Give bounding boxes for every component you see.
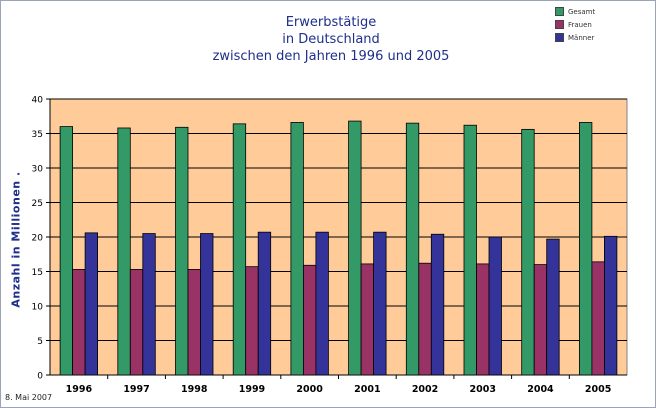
y-tick-label-40: 40 <box>32 96 44 106</box>
x-tick-label-2001: 2001 <box>354 384 380 395</box>
y-tick-label-35: 35 <box>32 130 43 140</box>
bar-gesamt-1997 <box>117 127 131 376</box>
bar-mnner-2001 <box>373 231 387 376</box>
bar-gesamt-1998 <box>175 126 189 376</box>
legend-item-frauen: Frauen <box>555 18 595 31</box>
x-tick-label-2004: 2004 <box>527 384 554 395</box>
bar-frauen-2005 <box>591 261 605 376</box>
bar-frauen-1998 <box>187 269 201 376</box>
bar-frauen-2000 <box>302 264 317 376</box>
y-tick-label-5: 5 <box>37 337 43 347</box>
x-tick-label-2000: 2000 <box>296 384 323 395</box>
bar-gesamt-2001 <box>348 120 362 376</box>
bar-gesamt-1996 <box>59 126 73 376</box>
legend-swatch-frauen <box>555 20 564 29</box>
y-tick-label-0: 0 <box>37 372 43 382</box>
bar-mnner-2005 <box>604 235 618 376</box>
bar-mnner-2000 <box>315 231 329 376</box>
bar-mnner-1999 <box>257 231 272 376</box>
x-tick-label-1996: 1996 <box>66 384 93 395</box>
bar-frauen-1999 <box>245 266 259 376</box>
chart-title-line-2: in Deutschland <box>282 32 380 47</box>
bar-frauen-1996 <box>72 269 86 376</box>
bar-gesamt-2000 <box>290 122 304 376</box>
chart-title-line-1: Erwerbstätige <box>285 15 377 30</box>
bar-gesamt-2005 <box>579 122 593 376</box>
y-tick-label-30: 30 <box>32 165 44 175</box>
legend-label-maenner: Männer <box>568 33 595 42</box>
x-tick-label-1998: 1998 <box>181 384 208 395</box>
legend-swatch-gesamt <box>555 7 564 16</box>
legend: Gesamt Frauen Männer <box>555 5 595 44</box>
bar-mnner-2002 <box>430 233 445 376</box>
x-tick-label-1999: 1999 <box>239 384 265 395</box>
bar-frauen-2003 <box>476 263 490 376</box>
footer-date: 8. Mai 2007 <box>5 393 53 402</box>
bar-mnner-1997 <box>142 233 156 376</box>
bar-frauen-2004 <box>533 264 548 376</box>
bar-gesamt-2003 <box>463 124 477 376</box>
bar-mnner-1998 <box>200 233 214 376</box>
legend-item-gesamt: Gesamt <box>555 5 595 18</box>
bar-gesamt-1999 <box>232 123 247 376</box>
bar-mnner-2003 <box>488 236 502 376</box>
y-tick-label-20: 20 <box>32 234 44 244</box>
y-tick-label-25: 25 <box>32 199 43 209</box>
bar-frauen-2001 <box>360 263 375 376</box>
bar-gesamt-2004 <box>521 128 535 376</box>
bar-frauen-1997 <box>129 269 144 376</box>
y-tick-label-15: 15 <box>32 268 43 278</box>
bar-mnner-1996 <box>84 232 98 376</box>
legend-label-gesamt: Gesamt <box>568 7 596 16</box>
chart-title-line-3: zwischen den Jahren 1996 und 2005 <box>212 49 450 64</box>
bar-mnner-2004 <box>546 238 560 376</box>
legend-item-maenner: Männer <box>555 31 595 44</box>
y-axis-label: Anzahl in Millionen . <box>9 171 23 308</box>
bar-frauen-2002 <box>418 262 432 376</box>
x-tick-label-2002: 2002 <box>412 384 438 395</box>
x-tick-label-2005: 2005 <box>585 384 611 395</box>
legend-label-frauen: Frauen <box>568 20 592 29</box>
bar-gesamt-2002 <box>405 122 420 376</box>
y-tick-label-10: 10 <box>32 303 44 313</box>
x-tick-label-1997: 1997 <box>123 384 149 395</box>
x-tick-label-2003: 2003 <box>470 384 496 395</box>
legend-swatch-maenner <box>555 33 564 42</box>
